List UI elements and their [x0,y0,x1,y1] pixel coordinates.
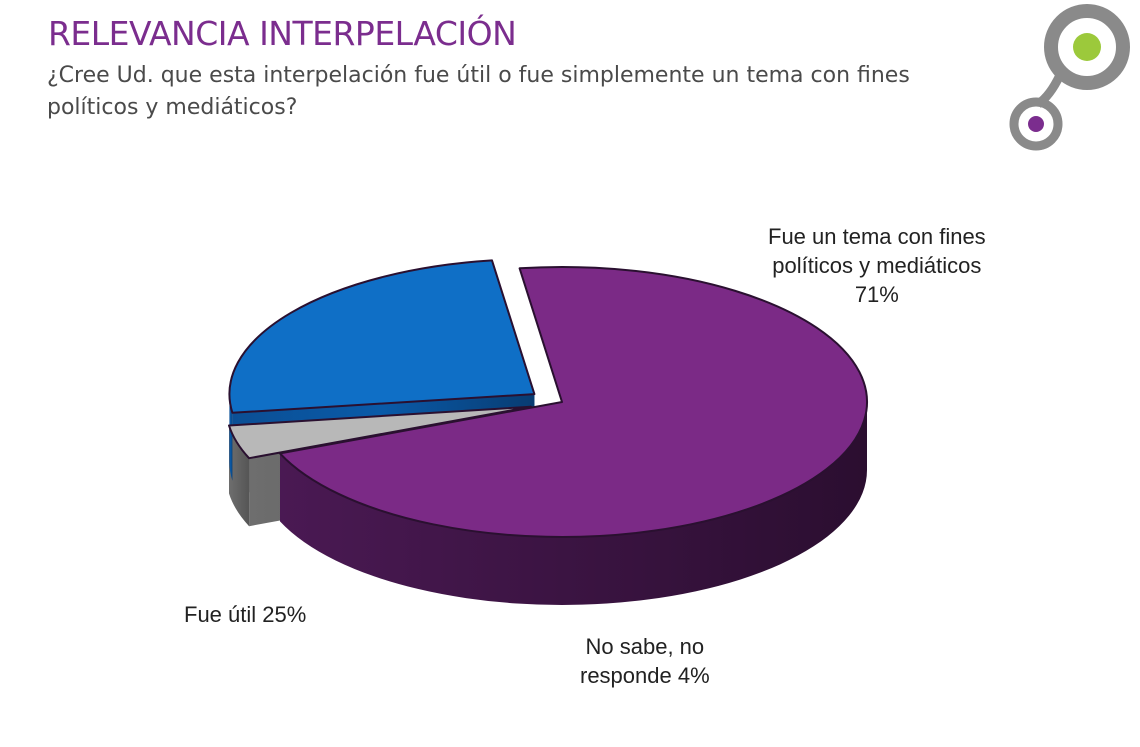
slice-label-political-line2: políticos y mediáticos [772,253,982,278]
slice-side-political [280,402,867,605]
slice-top-political [279,265,869,538]
slice-label-unknown: No sabe, no responde 4% [580,632,710,690]
slice-label-unknown-line1: No sabe, no [585,634,705,659]
slice-label-useful: Fue útil 25% [184,600,306,629]
slice-label-unknown-line2: responde 4% [580,663,710,688]
slice-top-unknown [228,405,532,460]
slice-label-political: Fue un tema con fines políticos y mediát… [768,222,986,309]
slice-label-political-line1: Fue un tema con fines [768,224,986,249]
chart-title: RELEVANCIA INTERPELACIÓN [48,14,517,53]
slice-label-political-value: 71% [854,282,899,307]
slice-side-useful [229,394,233,481]
brand-logo-icon [1009,4,1130,151]
survey-question: ¿Cree Ud. que esta interpelación fue úti… [47,63,910,120]
slice-side-unknown [229,425,250,527]
slice-label-useful-line1: Fue útil 25% [184,602,307,627]
slice-top-useful [228,259,536,414]
